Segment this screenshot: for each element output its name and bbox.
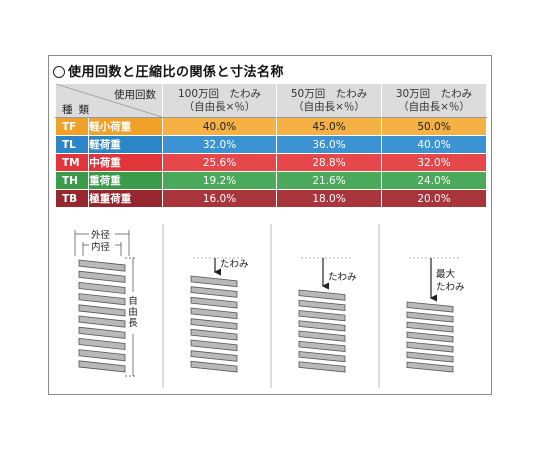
spring-coil	[298, 351, 346, 363]
spring-coil	[298, 330, 346, 342]
spring-coil	[298, 320, 346, 332]
spring-coil	[78, 293, 126, 306]
spring-coil	[78, 315, 126, 328]
free-length-dimension	[125, 257, 137, 377]
spring-coil	[298, 310, 346, 322]
row-code: TF	[54, 117, 90, 136]
row-name: 軽小荷重	[88, 117, 163, 136]
row-name: 重荷重	[88, 171, 163, 190]
spring-coil	[406, 311, 454, 323]
spring-coil	[78, 337, 126, 351]
spec-table: 使用回数 種類 100万回 たわみ （自由長×％） 50万回 たわみ （自由長×％）…	[54, 83, 487, 208]
table-row: TF 軽小荷重 40.0% 45.0% 50.0%	[54, 117, 487, 136]
spring-coil	[78, 349, 126, 362]
max-label: 最大	[436, 269, 456, 280]
spring-coil	[298, 361, 346, 373]
header-type: 種類	[62, 104, 95, 116]
table-row: TH 重荷重 19.2% 21.6% 24.0%	[54, 171, 487, 190]
spring-coil	[406, 351, 454, 363]
spring-coil	[78, 360, 126, 373]
row-code: TB	[54, 189, 90, 208]
row-value: 40.0%	[161, 117, 278, 136]
spring-coil	[406, 361, 454, 373]
row-value: 19.2%	[161, 171, 278, 190]
row-value: 50.0%	[381, 117, 487, 136]
table-row: TM 中荷重 25.6% 28.8% 32.0%	[54, 153, 487, 172]
row-value: 21.6%	[276, 171, 382, 190]
diagonal-line	[56, 84, 162, 117]
spring-coil	[190, 328, 238, 341]
spring-coil	[406, 331, 454, 343]
row-value: 20.0%	[381, 189, 487, 208]
spring-1m-cycles	[190, 275, 238, 373]
row-value: 32.0%	[161, 135, 278, 154]
row-value: 16.0%	[161, 189, 278, 208]
deflection-label-3: たわみ	[436, 282, 465, 293]
row-value: 32.0%	[381, 153, 487, 172]
spring-diagrams: 外径 内径 自由長 たわみ たわみ 最大 たわみ	[55, 224, 487, 388]
diameter-dimension	[74, 230, 130, 256]
row-name: 極重荷重	[88, 189, 163, 208]
row-value: 40.0%	[381, 135, 487, 154]
row-name: 中荷重	[88, 153, 163, 172]
row-value: 45.0%	[276, 117, 382, 136]
header-col-2: 50万回 たわみ （自由長×％）	[276, 83, 382, 118]
spring-coil	[406, 301, 454, 313]
spring-coil	[78, 270, 126, 283]
spring-free-length	[78, 259, 126, 373]
row-value: 25.6%	[161, 153, 278, 172]
header-col-3: 30万回 たわみ （自由長×％）	[381, 83, 487, 118]
spring-coil	[78, 326, 126, 339]
header-col-1: 100万回 たわみ （自由長×％）	[161, 83, 278, 118]
free-length-label: 自由長	[128, 296, 138, 329]
spring-coil	[298, 289, 346, 301]
header-usage-count: 使用回数	[114, 89, 156, 101]
spring-coil	[406, 321, 454, 333]
header-corner-cell: 使用回数 種類	[55, 83, 163, 118]
row-value: 18.0%	[276, 189, 382, 208]
spring-coil	[78, 259, 126, 272]
table-header-row: 使用回数 種類 100万回 たわみ （自由長×％） 50万回 たわみ （自由長×％）…	[55, 83, 487, 118]
spec-panel: 使用回数と圧縮比の関係と寸法名称 使用回数 種類 100万回 たわみ （自由長×％…	[48, 55, 492, 395]
table-row: TB 極重荷重 16.0% 18.0% 20.0%	[54, 189, 487, 208]
spring-coil	[190, 296, 238, 309]
outer-diameter-label: 外径	[91, 230, 111, 241]
row-code: TH	[54, 171, 90, 190]
spring-coil	[190, 360, 238, 373]
spring-coil	[298, 340, 346, 352]
spring-coil	[78, 281, 126, 295]
inner-diameter-label: 内径	[91, 242, 111, 253]
row-value: 28.8%	[276, 153, 382, 172]
spring-coil	[190, 318, 238, 330]
row-name: 軽荷重	[88, 135, 163, 154]
spring-coil	[190, 339, 238, 352]
section-title: 使用回数と圧縮比の関係と寸法名称	[53, 61, 284, 80]
spring-coil	[78, 304, 126, 317]
table-row: TL 軽荷重 32.0% 36.0% 40.0%	[54, 135, 487, 154]
spring-coil	[298, 299, 346, 311]
spring-300k-cycles	[406, 301, 454, 373]
spring-coil	[190, 275, 238, 288]
row-code: TM	[54, 153, 90, 172]
spring-coil	[190, 286, 238, 298]
row-value: 24.0%	[381, 171, 487, 190]
spring-coil	[406, 341, 454, 353]
spring-diagram-svg	[74, 224, 459, 388]
spring-coil	[190, 307, 238, 320]
deflection-label-1: たわみ	[220, 259, 249, 270]
row-value: 36.0%	[276, 135, 382, 154]
row-code: TL	[54, 135, 90, 154]
spring-coil	[190, 350, 238, 362]
circle-bullet-icon	[53, 66, 65, 78]
deflection-label-2: たわみ	[328, 272, 357, 283]
spring-500k-cycles	[298, 289, 346, 373]
